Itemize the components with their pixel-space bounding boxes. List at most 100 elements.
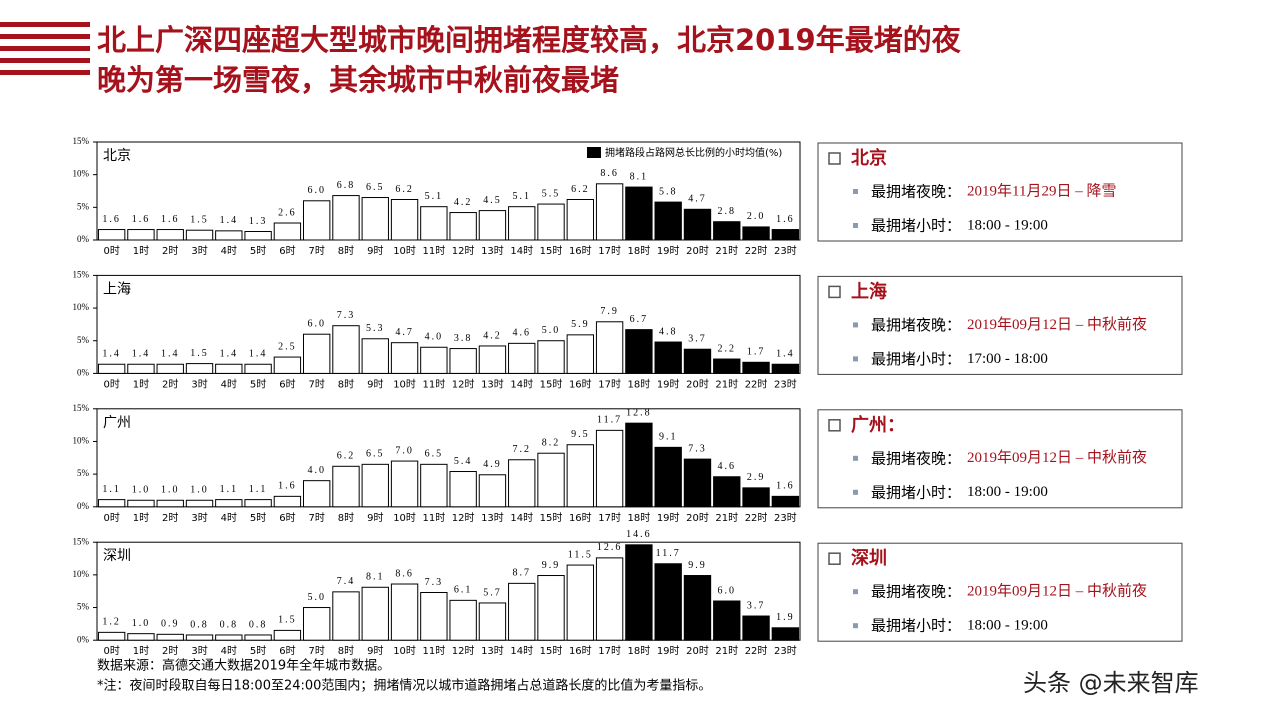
value-label: 12.6 [597,542,623,553]
value-label: 8.1 [366,572,385,583]
x-tick-label: 18时 [628,512,651,524]
bar [185,499,214,508]
bar [244,231,272,241]
x-tick-label: 12时 [452,512,475,524]
bar [303,607,331,641]
bar [713,358,741,374]
info-box [817,142,1183,242]
x-tick-label: 15时 [540,245,563,257]
x-tick-label: 6时 [279,245,295,257]
checkbox-icon [828,285,841,299]
x-tick-label: 16时 [569,245,592,257]
x-tick-label: 4时 [221,245,237,257]
value-label: 1.4 [776,349,795,360]
plot-frame [96,408,801,508]
x-tick-label: 23时 [774,245,797,257]
x-tick-label: 0时 [103,512,119,524]
value-label: 5.1 [512,191,531,202]
x-tick-label: 5时 [250,645,266,657]
value-label: 9.5 [571,429,590,440]
bar [625,329,653,374]
x-tick-label: 5时 [250,245,266,257]
value-label: 9.1 [659,432,678,443]
value-label: 2.6 [278,207,297,218]
bar [420,592,448,641]
value-label: 1.0 [161,485,180,496]
bar [97,631,126,641]
value-label: 3.7 [688,334,707,345]
value-label: 2.5 [278,341,297,352]
value-label: 7.0 [395,445,414,456]
x-tick-label: 4时 [221,512,237,524]
bar [566,564,594,641]
info-city: 深圳 [851,547,887,569]
value-label: 4.8 [659,326,678,337]
info-city: 上海 [851,280,887,302]
bar [595,183,624,241]
bar [273,495,302,508]
value-label: 1.3 [249,216,268,227]
bar [361,197,389,241]
x-tick-label: 19时 [657,645,680,657]
x-tick-label: 5时 [250,512,266,524]
info-city: 北京 [851,147,887,169]
x-tick-label: 5时 [250,378,266,390]
x-tick-label: 11时 [422,378,445,390]
value-label: 0.8 [220,619,239,630]
bar [713,600,741,641]
y-tick-label: 15% [73,269,90,279]
x-tick-label: 8时 [338,245,354,257]
bar [449,212,477,241]
value-label: 5.0 [542,325,561,336]
panel-city: 上海 [103,281,131,297]
bar [97,363,126,374]
value-label: 3.7 [747,600,766,611]
bar [420,206,448,241]
y-tick-label: 15% [73,403,90,413]
value-label: 6.5 [425,449,444,460]
x-tick-label: 22时 [745,512,768,524]
info-label: 最拥堵夜晚： [871,316,961,334]
value-label: 8.1 [630,171,649,182]
x-tick-label: 8时 [338,378,354,390]
info-label: 最拥堵小时： [871,350,961,368]
plot-frame [96,541,801,641]
checkbox-icon [828,419,841,432]
x-tick-label: 13时 [481,245,504,257]
bar [508,459,536,508]
value-label: 8.6 [395,568,414,579]
bar [478,474,507,508]
value-label: 1.6 [776,214,795,225]
bar [771,627,800,641]
x-tick-label: 21时 [715,378,738,390]
panel-city: 北京 [103,148,131,164]
bullet [853,489,858,495]
value-label: 4.7 [688,194,707,205]
bar [244,363,272,374]
x-tick-label: 16时 [569,378,592,390]
bar [215,363,243,374]
x-tick-label: 20时 [686,378,709,390]
x-tick-label: 15时 [540,645,563,657]
value-label: 6.0 [307,318,326,329]
x-tick-label: 23时 [774,512,797,524]
bar [449,471,477,508]
x-tick-label: 17时 [598,378,621,390]
plot-frame [96,141,801,241]
value-label: 1.1 [102,484,121,495]
value-label: 6.2 [395,184,414,195]
bar [361,586,389,641]
x-tick-label: 21时 [715,512,738,524]
x-tick-label: 12时 [452,645,475,657]
info-city: 广州： [851,414,905,436]
value-label: 4.6 [718,461,737,472]
bar [449,348,477,374]
bar [273,629,302,641]
y-tick-label: 15% [73,136,90,146]
bar [537,575,565,641]
value-label: 1.2 [102,617,121,628]
bar [127,499,155,508]
value-label: 5.1 [425,191,444,202]
x-tick-label: 1时 [133,512,149,524]
value-label: 4.0 [425,332,444,343]
